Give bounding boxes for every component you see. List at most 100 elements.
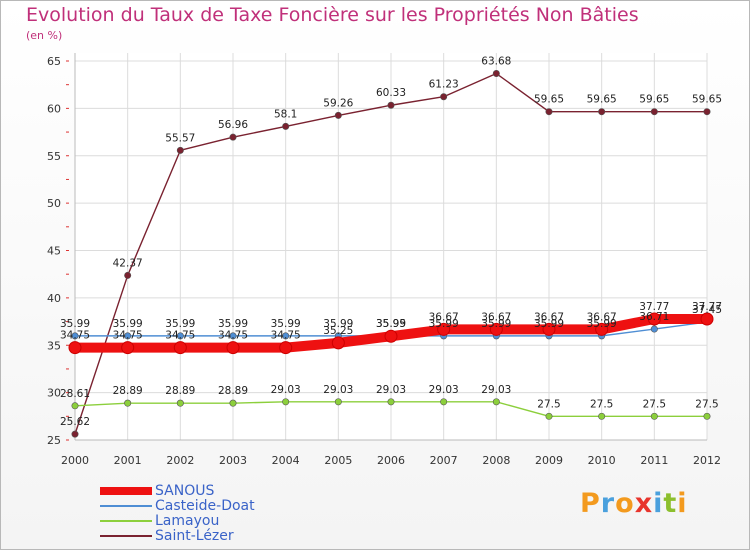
data-label: 59.65 bbox=[639, 94, 669, 106]
data-label: 35.99 bbox=[113, 318, 143, 330]
y-tick-label: 50 bbox=[47, 197, 61, 210]
y-tick-label: 60 bbox=[47, 102, 61, 115]
legend-label: SANOUS bbox=[155, 483, 215, 499]
data-point bbox=[440, 398, 448, 406]
y-tick-label: 35 bbox=[47, 339, 61, 352]
data-point bbox=[387, 101, 395, 109]
data-point bbox=[542, 322, 556, 336]
legend-label: Casteide-Doat bbox=[155, 498, 255, 514]
x-tick-label: 2000 bbox=[61, 454, 89, 467]
data-label: 29.03 bbox=[429, 384, 459, 396]
data-label: 56.96 bbox=[218, 119, 248, 131]
data-point bbox=[124, 399, 132, 407]
data-label: 29.03 bbox=[481, 384, 511, 396]
data-point bbox=[650, 108, 658, 116]
data-label: 59.65 bbox=[587, 94, 617, 106]
x-tick-label: 2005 bbox=[324, 454, 352, 467]
data-point bbox=[124, 332, 132, 340]
data-label: 28.61 bbox=[60, 388, 90, 400]
data-label: 36.67 bbox=[587, 311, 617, 323]
data-label: 25.62 bbox=[60, 416, 90, 428]
axes-layer: 25 30 35 40 45 50 55 60 65 2000 2001 2002 2003 2004 20… bbox=[47, 53, 721, 467]
data-point bbox=[121, 341, 135, 355]
data-point bbox=[173, 341, 187, 355]
data-label: 55.57 bbox=[165, 132, 195, 144]
data-point bbox=[598, 412, 606, 420]
data-point bbox=[595, 322, 609, 336]
x-tick-label: 2007 bbox=[430, 454, 458, 467]
data-label: 59.26 bbox=[323, 97, 353, 109]
data-label: 34.75 bbox=[218, 330, 248, 342]
data-point bbox=[703, 108, 711, 116]
data-point bbox=[176, 146, 184, 154]
data-label: 29.03 bbox=[271, 384, 301, 396]
data-label: 36.71 bbox=[639, 311, 669, 323]
x-tick-label: 2002 bbox=[166, 454, 194, 467]
y-tick-label: 30 bbox=[47, 387, 61, 400]
data-point bbox=[226, 341, 240, 355]
logo-letter: i bbox=[677, 488, 688, 519]
data-label: 35.99 bbox=[429, 318, 459, 330]
data-point bbox=[279, 341, 293, 355]
legend-item: Lamayou bbox=[100, 513, 360, 529]
x-tick-label: 2011 bbox=[640, 454, 668, 467]
data-label: 36.67 bbox=[429, 311, 459, 323]
data-point bbox=[282, 398, 290, 406]
data-label: 37.45 bbox=[692, 304, 722, 316]
legend-label: Saint-Lézer bbox=[155, 528, 234, 544]
data-label: 36.67 bbox=[481, 311, 511, 323]
data-point bbox=[545, 412, 553, 420]
data-label: 35.99 bbox=[534, 318, 564, 330]
data-label: 37.77 bbox=[692, 301, 722, 313]
data-label: 60.33 bbox=[376, 87, 406, 99]
data-label: 36.67 bbox=[534, 311, 564, 323]
data-point bbox=[331, 336, 345, 350]
data-label: 42.37 bbox=[113, 257, 143, 269]
y-tick-label: 40 bbox=[47, 292, 61, 305]
data-label: 28.89 bbox=[113, 385, 143, 397]
data-label: 34.75 bbox=[165, 330, 195, 342]
data-point bbox=[71, 430, 79, 438]
x-tick-label: 2004 bbox=[272, 454, 300, 467]
data-point bbox=[124, 271, 132, 279]
data-point bbox=[703, 412, 711, 420]
chart-title: Evolution du Taux de Taxe Foncière sur l… bbox=[26, 4, 639, 26]
data-point bbox=[68, 341, 82, 355]
data-label: 63.68 bbox=[481, 56, 511, 68]
x-tick-label: 2010 bbox=[588, 454, 616, 467]
data-point bbox=[71, 402, 79, 410]
y-tick-label: 25 bbox=[47, 434, 61, 447]
data-label: 34.75 bbox=[60, 330, 90, 342]
data-label: 34.75 bbox=[113, 330, 143, 342]
data-point bbox=[229, 332, 237, 340]
legend-swatch bbox=[100, 487, 152, 495]
data-label: 35.99 bbox=[271, 318, 301, 330]
data-label: 35.99 bbox=[165, 318, 195, 330]
data-point bbox=[440, 93, 448, 101]
data-point bbox=[437, 322, 451, 336]
data-point bbox=[700, 312, 714, 326]
data-label: 59.65 bbox=[534, 94, 564, 106]
data-label: 27.5 bbox=[537, 398, 560, 410]
legend-swatch bbox=[100, 520, 152, 522]
logo-letter: o bbox=[615, 488, 635, 519]
y-tick-label: 65 bbox=[47, 55, 61, 68]
data-point bbox=[334, 111, 342, 119]
data-point bbox=[229, 399, 237, 407]
x-tick-label: 2012 bbox=[693, 454, 721, 467]
legend-swatch bbox=[100, 505, 152, 507]
x-tick-label: 2009 bbox=[535, 454, 563, 467]
legend-item: SANOUS bbox=[100, 483, 360, 499]
data-point bbox=[176, 332, 184, 340]
data-point bbox=[282, 332, 290, 340]
chart-subtitle: (en %) bbox=[26, 29, 63, 42]
x-tick-label: 2008 bbox=[482, 454, 510, 467]
data-label: 59.65 bbox=[692, 94, 722, 106]
data-point bbox=[384, 329, 398, 343]
data-label: 35.99 bbox=[587, 318, 617, 330]
x-tick-label: 2003 bbox=[219, 454, 247, 467]
data-label: 27.5 bbox=[590, 398, 613, 410]
logo-letter: x bbox=[634, 488, 654, 519]
data-point bbox=[387, 398, 395, 406]
